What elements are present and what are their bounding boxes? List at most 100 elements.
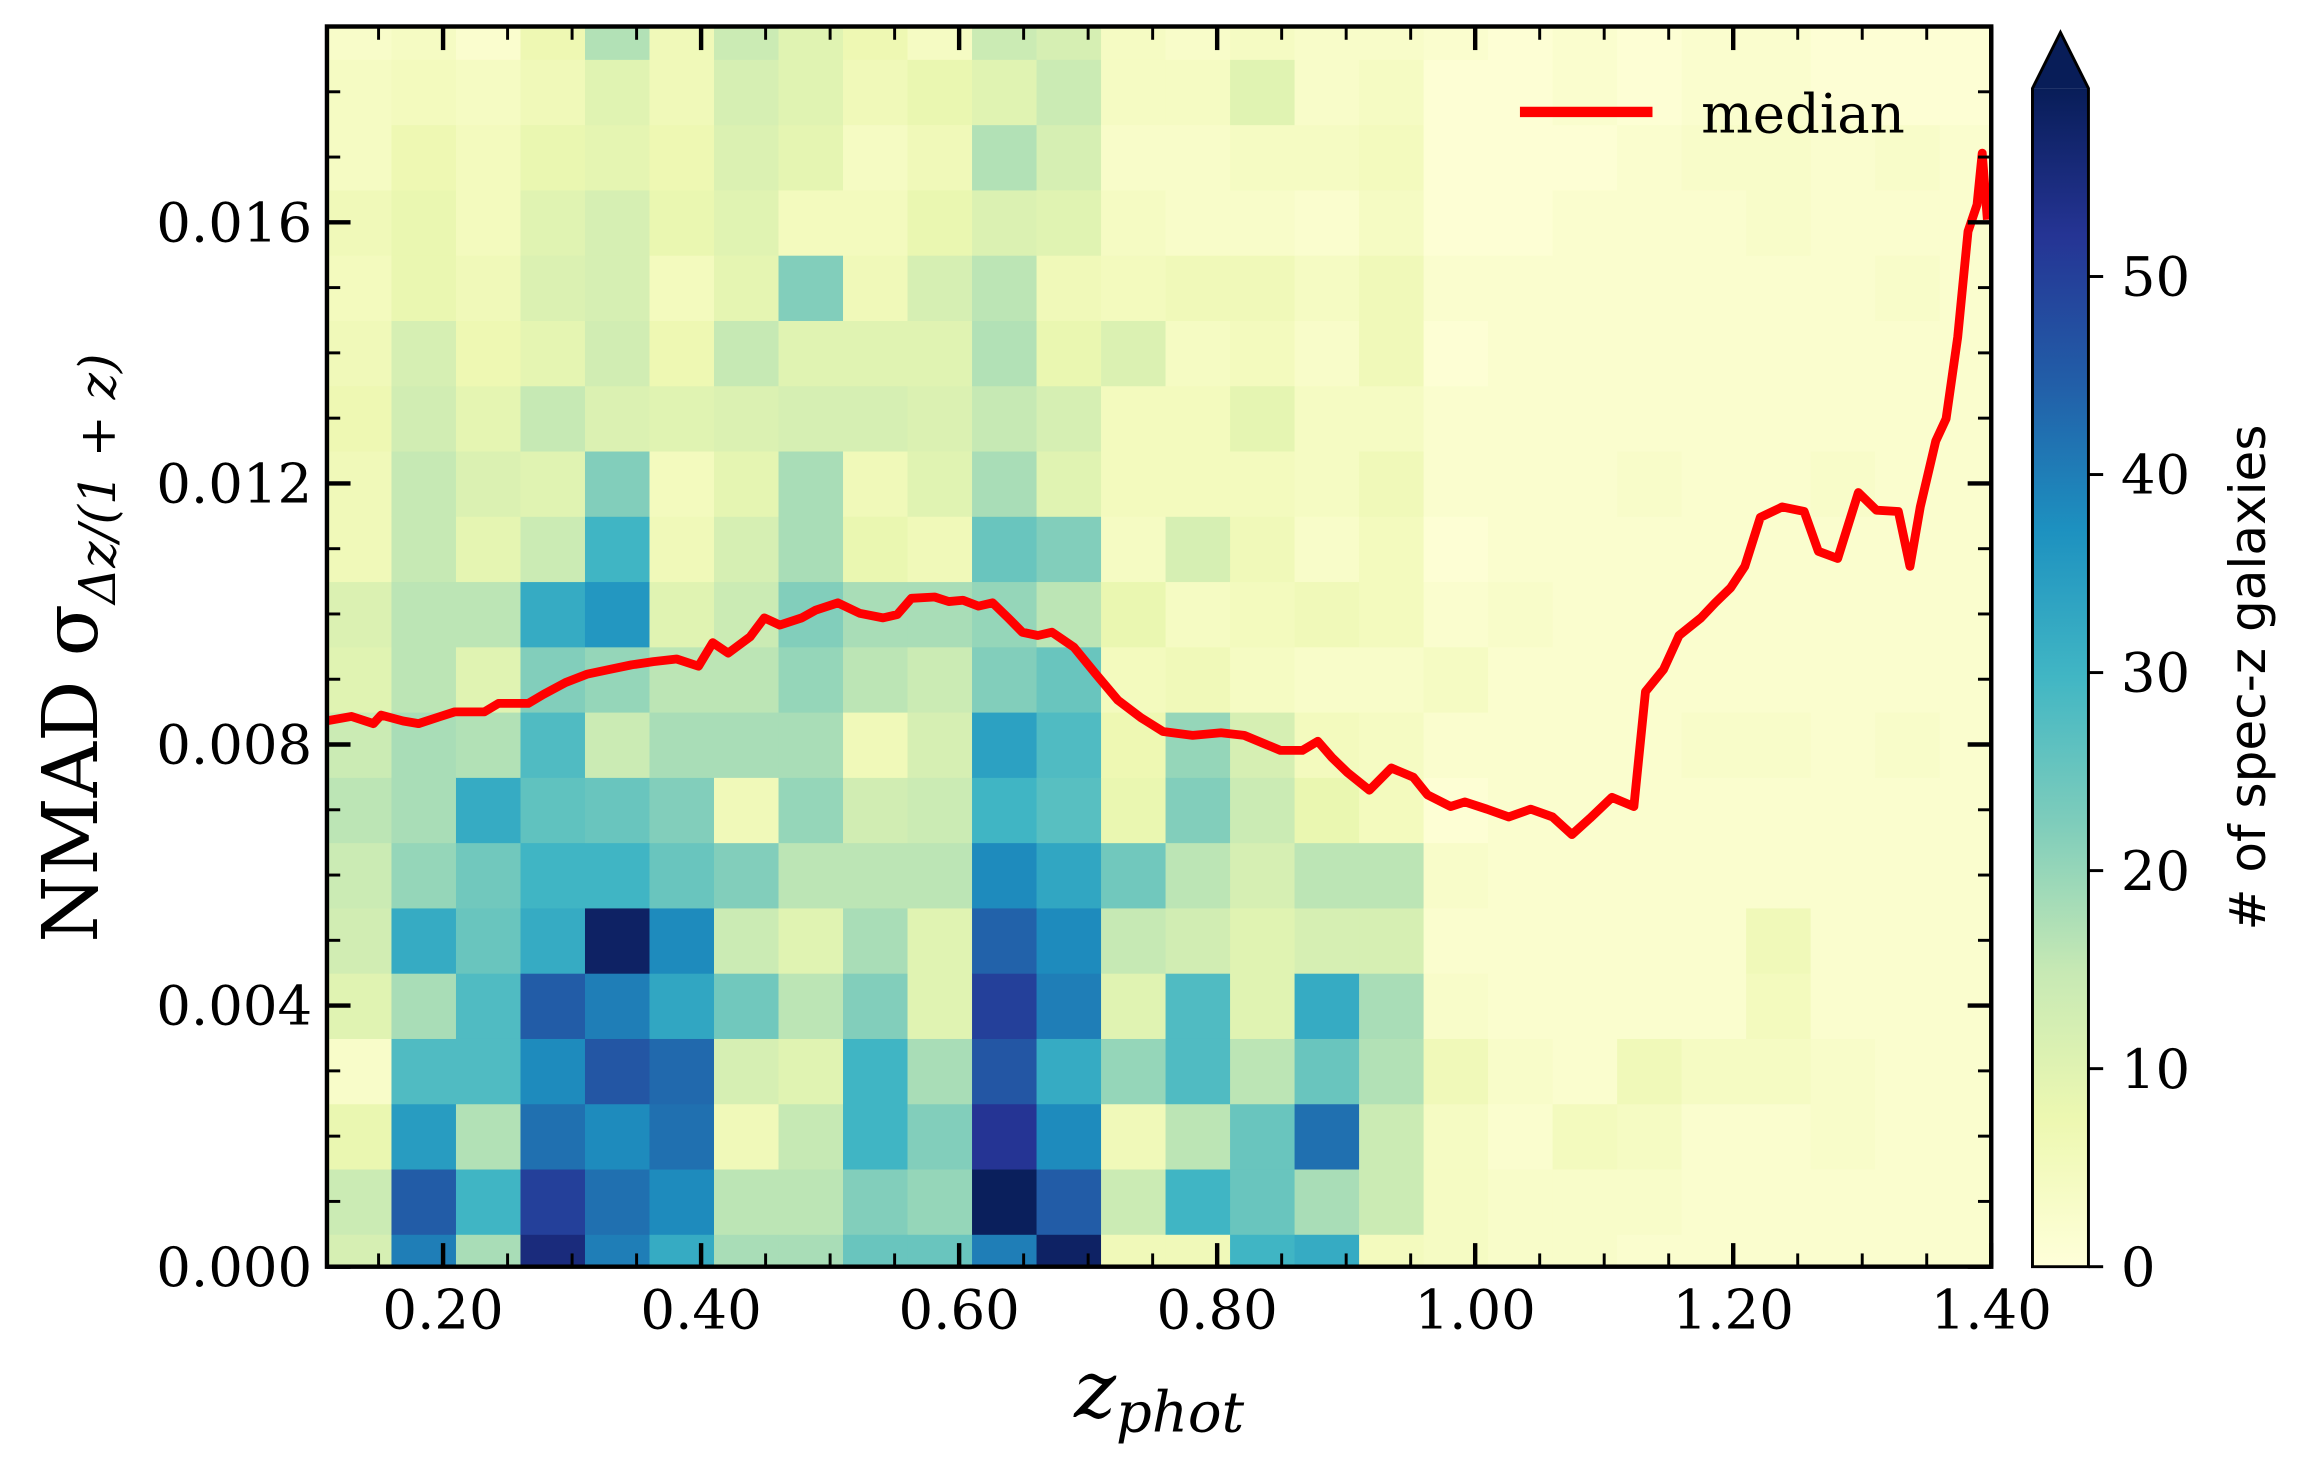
heat-cell xyxy=(520,450,586,517)
heat-cell xyxy=(1294,254,1360,321)
heat-cell xyxy=(520,777,586,844)
heat-cell xyxy=(1617,189,1683,256)
y-label-main: NMAD σ xyxy=(27,604,116,943)
heat-cell xyxy=(778,646,844,713)
heat-cell xyxy=(1165,59,1231,126)
heat-cell xyxy=(520,124,586,191)
heat-cell xyxy=(1810,1103,1876,1170)
heat-cell xyxy=(1552,777,1618,844)
heat-cell xyxy=(391,320,457,387)
heat-cell xyxy=(1617,581,1683,648)
heat-cell xyxy=(520,1103,586,1170)
heat-cell xyxy=(1165,124,1231,191)
heat-cell xyxy=(391,254,457,321)
heat-cell xyxy=(1810,711,1876,778)
heat-cell xyxy=(1810,124,1876,191)
heat-cell xyxy=(1810,320,1876,387)
heat-cell xyxy=(714,189,780,256)
heat-cell xyxy=(1875,124,1941,191)
heat-cell xyxy=(455,26,522,60)
heat-cell xyxy=(455,711,522,778)
heat-cell xyxy=(778,516,844,583)
heat-cell xyxy=(1036,26,1102,60)
heat-cell xyxy=(907,646,973,713)
heat-cell xyxy=(1488,124,1554,191)
heat-cell xyxy=(1423,59,1489,126)
heat-cell xyxy=(1101,711,1167,778)
heat-cell xyxy=(1810,450,1876,517)
heat-cell xyxy=(1294,189,1360,256)
heat-cell xyxy=(1552,1234,1618,1267)
heat-cell xyxy=(1488,189,1554,256)
heat-cell xyxy=(391,189,457,256)
heat-cell xyxy=(1359,254,1425,321)
heat-cell xyxy=(649,516,715,583)
heat-cell xyxy=(1488,646,1554,713)
heat-cell xyxy=(1875,646,1941,713)
heat-cell xyxy=(1488,581,1554,648)
heat-cell xyxy=(1230,842,1296,909)
heat-cell xyxy=(520,320,586,387)
heat-cell xyxy=(649,26,715,60)
heat-cell xyxy=(1423,1038,1489,1105)
colorbar xyxy=(2032,88,2089,1267)
heat-cell xyxy=(1294,124,1360,191)
heat-cell xyxy=(584,26,651,60)
heat-cell xyxy=(972,385,1038,452)
colorbar-tick-label: 40 xyxy=(2121,443,2190,507)
heat-cell xyxy=(972,124,1038,191)
heat-cell xyxy=(1359,59,1425,126)
heat-cell xyxy=(391,450,457,517)
heat-cell xyxy=(1681,59,1747,126)
heat-cell xyxy=(1617,777,1683,844)
heat-cell xyxy=(391,1168,457,1235)
heat-cell xyxy=(1681,385,1747,452)
heat-cell xyxy=(843,646,909,713)
heat-cell xyxy=(1101,581,1167,648)
heat-cell xyxy=(1488,972,1554,1039)
heat-cell xyxy=(649,842,715,909)
heat-cell xyxy=(1810,189,1876,256)
heat-cell xyxy=(843,1103,909,1170)
heat-cell xyxy=(1746,907,1812,974)
heat-cell xyxy=(1746,59,1812,126)
heat-cell xyxy=(1423,842,1489,909)
heat-cell xyxy=(1617,385,1683,452)
heat-cell xyxy=(1359,1168,1425,1235)
heat-cell xyxy=(391,777,457,844)
heat-cell xyxy=(455,124,522,191)
heat-cell xyxy=(1359,385,1425,452)
heat-cell xyxy=(1036,646,1102,713)
heat-cell xyxy=(1101,842,1167,909)
heat-cell xyxy=(1036,1234,1102,1267)
heat-cell xyxy=(391,59,457,126)
heat-cell xyxy=(1230,1038,1296,1105)
heat-cell xyxy=(778,1103,844,1170)
heat-cell xyxy=(1165,189,1231,256)
heat-cell xyxy=(1230,254,1296,321)
x-label-sub: phot xyxy=(1116,1381,1245,1446)
heat-cell xyxy=(1294,1038,1360,1105)
heat-cell xyxy=(1746,1038,1812,1105)
heat-cell xyxy=(1294,516,1360,583)
heat-cell xyxy=(972,254,1038,321)
heat-cell xyxy=(907,254,973,321)
heat-cell xyxy=(1294,320,1360,387)
heat-cell xyxy=(1810,385,1876,452)
heat-cell xyxy=(1359,907,1425,974)
heat-cell xyxy=(455,516,522,583)
heat-cell xyxy=(649,907,715,974)
heat-cell xyxy=(1681,516,1747,583)
heat-cell xyxy=(1036,1038,1102,1105)
heat-cell xyxy=(1617,1103,1683,1170)
heat-cell xyxy=(907,777,973,844)
heat-cell xyxy=(714,907,780,974)
heat-cell xyxy=(1681,972,1747,1039)
heat-cell xyxy=(1875,59,1941,126)
heat-cell xyxy=(1488,1103,1554,1170)
heat-cell xyxy=(1423,646,1489,713)
heat-cell xyxy=(391,646,457,713)
heat-cell xyxy=(1552,842,1618,909)
heat-cell xyxy=(1746,972,1812,1039)
